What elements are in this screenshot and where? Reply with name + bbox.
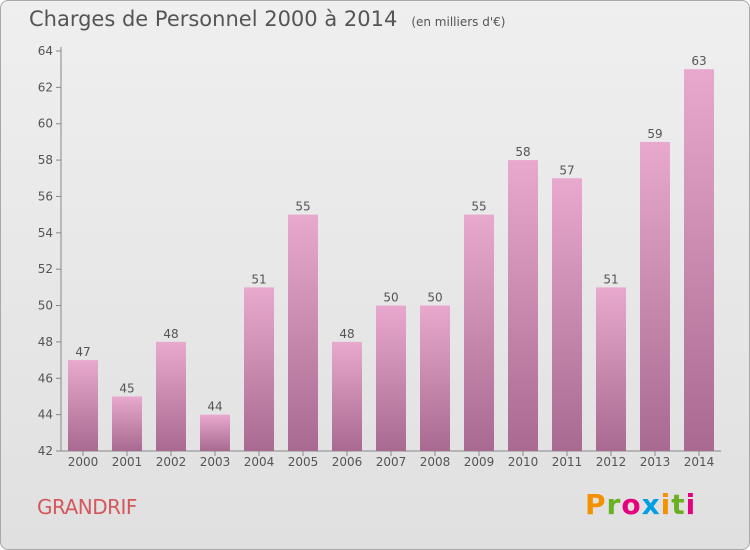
data-label: 45 bbox=[119, 381, 134, 395]
data-label: 50 bbox=[383, 291, 398, 305]
y-tick-label: 44 bbox=[38, 408, 53, 422]
x-tick-label: 2012 bbox=[596, 455, 627, 469]
logo-letter: r bbox=[606, 488, 622, 521]
x-tick-label: 2006 bbox=[332, 455, 363, 469]
data-label: 50 bbox=[427, 291, 442, 305]
proxiti-logo: Proxiti bbox=[585, 488, 696, 521]
x-tick-label: 2013 bbox=[640, 455, 671, 469]
y-tick-label: 62 bbox=[38, 80, 53, 94]
logo-letter: i bbox=[685, 488, 697, 521]
data-label: 44 bbox=[207, 400, 222, 414]
logo-letter: x bbox=[641, 488, 661, 521]
y-tick-label: 64 bbox=[38, 44, 53, 58]
chart-subtitle: (en milliers d'€) bbox=[411, 15, 506, 29]
data-label: 58 bbox=[515, 145, 530, 159]
bar-2001 bbox=[112, 396, 142, 451]
bar-2014 bbox=[684, 69, 714, 451]
data-label: 51 bbox=[603, 272, 618, 286]
data-labels-group: 47 45 48 44 51 55 48 50 50 55 58 57 51 59 63 bbox=[75, 54, 706, 413]
x-tick-label: 2000 bbox=[68, 455, 99, 469]
chart-title-text: Charges de Personnel 2000 à 2014 bbox=[29, 7, 398, 31]
x-tick-label: 2005 bbox=[288, 455, 319, 469]
bar-2002 bbox=[156, 341, 186, 451]
bar-2005 bbox=[288, 214, 318, 451]
bar-2010 bbox=[508, 160, 538, 451]
data-label: 51 bbox=[251, 272, 266, 286]
data-label: 55 bbox=[471, 200, 486, 214]
y-tick-label: 42 bbox=[38, 444, 53, 458]
y-tick-label: 60 bbox=[38, 117, 53, 131]
logo-letter: t bbox=[671, 488, 686, 521]
bar-2006 bbox=[332, 341, 362, 451]
logo-letter: i bbox=[660, 488, 672, 521]
x-tick-label: 2002 bbox=[156, 455, 187, 469]
x-tick-label: 2001 bbox=[112, 455, 143, 469]
bar-2007 bbox=[376, 305, 406, 451]
x-tick-label: 2014 bbox=[684, 455, 715, 469]
y-tick-label: 48 bbox=[38, 335, 53, 349]
x-tick-label: 2007 bbox=[376, 455, 407, 469]
y-tick-label: 54 bbox=[38, 226, 53, 240]
x-tick-label: 2003 bbox=[200, 455, 231, 469]
bar-2008 bbox=[420, 305, 450, 451]
chart-title: Charges de Personnel 2000 à 2014 (en mill… bbox=[29, 7, 505, 31]
bars-group bbox=[68, 69, 714, 452]
bar-2009 bbox=[464, 214, 494, 451]
x-tick-label: 2010 bbox=[508, 455, 539, 469]
bar-2003 bbox=[200, 414, 230, 451]
data-label: 48 bbox=[163, 327, 178, 341]
data-label: 63 bbox=[691, 54, 706, 68]
y-tick-label: 56 bbox=[38, 189, 53, 203]
logo-letter: o bbox=[621, 488, 642, 521]
data-label: 48 bbox=[339, 327, 354, 341]
logo-letter: P bbox=[585, 488, 607, 521]
data-label: 59 bbox=[647, 127, 662, 141]
x-tick-label: 2008 bbox=[420, 455, 451, 469]
data-label: 55 bbox=[295, 200, 310, 214]
y-tick-label: 46 bbox=[38, 371, 53, 385]
x-tick-label: 2011 bbox=[552, 455, 583, 469]
data-label: 47 bbox=[75, 345, 90, 359]
bar-2000 bbox=[68, 360, 98, 451]
data-label: 57 bbox=[559, 163, 574, 177]
bar-2012 bbox=[596, 287, 626, 451]
bar-2011 bbox=[552, 178, 582, 452]
bar-2013 bbox=[640, 141, 670, 451]
bar-2004 bbox=[244, 287, 274, 451]
y-tick-label: 50 bbox=[38, 299, 53, 313]
y-tick-label: 58 bbox=[38, 153, 53, 167]
x-tick-label: 2004 bbox=[244, 455, 275, 469]
x-tick-label: 2009 bbox=[464, 455, 495, 469]
axes: 42 44 46 48 50 52 54 56 58 60 62 64 2000 2001 2002 2003… bbox=[38, 44, 721, 469]
commune-name: GRANDRIF bbox=[37, 495, 137, 519]
y-tick-label: 52 bbox=[38, 262, 53, 276]
